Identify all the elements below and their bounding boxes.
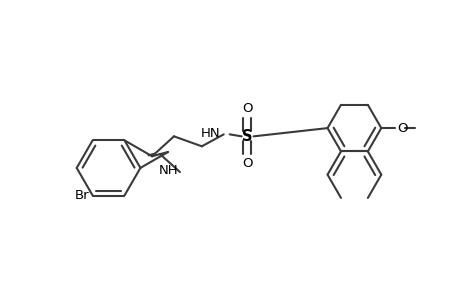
Text: HN: HN bbox=[201, 127, 220, 140]
Text: O: O bbox=[397, 122, 407, 135]
Text: Br: Br bbox=[75, 189, 90, 202]
Text: O: O bbox=[242, 102, 252, 116]
Text: NH: NH bbox=[159, 164, 179, 177]
Text: S: S bbox=[242, 129, 252, 144]
Text: O: O bbox=[242, 157, 252, 170]
